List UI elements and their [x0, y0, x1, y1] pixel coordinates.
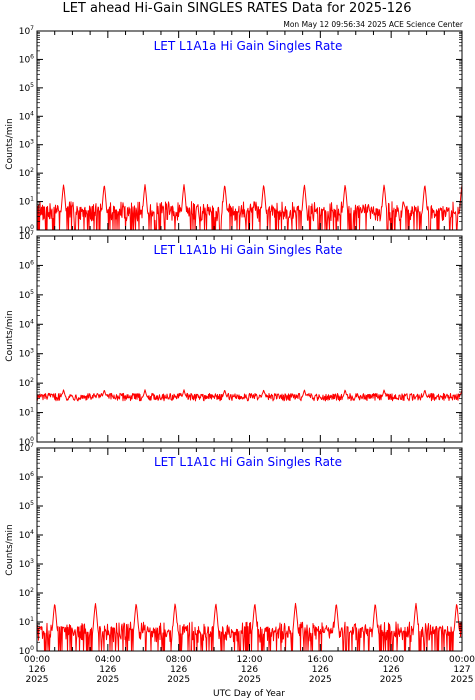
x-tick-label-year: 2025 [26, 675, 49, 685]
panel-a-yticks: 100 101 102 103 104 105 106 107 [19, 25, 462, 236]
y-tick-label: 104 [19, 110, 34, 122]
panel-b: Counts/min LET L1A1b Hi Gain Singles Rat… [5, 230, 463, 448]
x-tick-label-time: 00:00 [24, 655, 50, 665]
page-title: LET ahead Hi-Gain SINGLES RATES Data for… [62, 1, 411, 16]
panel-c-series [36, 602, 463, 652]
x-tick-label-year: 2025 [96, 675, 119, 685]
y-tick-label: 107 [19, 442, 34, 454]
panel-c-yticks: 100 101 102 103 104 105 106 107 [19, 442, 462, 657]
y-tick-label: 100 [19, 224, 34, 236]
panel-c: Counts/min LET L1A1c Hi Gain Singles Rat… [5, 442, 475, 685]
x-tick-label-doy: 126 [241, 665, 258, 675]
x-tick-label-doy: 126 [312, 665, 329, 675]
x-tick-label-time: 04:00 [95, 655, 121, 665]
y-tick-label: 100 [19, 645, 34, 657]
panel-c-ylabel: Counts/min [5, 524, 15, 575]
y-tick-label: 106 [19, 259, 34, 271]
x-tick-label-doy: 126 [28, 665, 45, 675]
panel-a: Counts/min LET L1A1a Hi Gain Singles Rat… [5, 25, 463, 236]
y-tick-label: 107 [19, 25, 34, 37]
y-tick-label: 100 [19, 436, 34, 448]
y-tick-label: 103 [19, 139, 34, 151]
y-tick-label: 107 [19, 230, 34, 242]
y-tick-label: 101 [19, 616, 34, 628]
x-tick-label-doy: 126 [99, 665, 116, 675]
y-tick-label: 103 [19, 348, 34, 360]
x-tick-label-time: 12:00 [237, 655, 263, 665]
panel-a-xticks [36, 31, 463, 230]
panel-b-frame [36, 235, 463, 443]
y-tick-label: 105 [19, 289, 34, 301]
x-tick-label-time: 00:00 [449, 655, 475, 665]
panel-b-series [36, 389, 463, 402]
y-tick-label: 104 [19, 318, 34, 330]
x-tick-label-doy: 126 [383, 665, 400, 675]
panel-a-title: LET L1A1a Hi Gain Singles Rate [154, 39, 343, 53]
series-line [36, 602, 463, 652]
x-tick-label-year: 2025 [167, 675, 190, 685]
panel-c-frame [36, 447, 463, 652]
timestamp: Mon May 12 09:56:34 2025 ACE Science Cen… [283, 20, 464, 29]
panel-a-frame [36, 30, 463, 231]
x-tick-label-year: 2025 [451, 675, 474, 685]
y-tick-label: 106 [19, 53, 34, 65]
y-tick-label: 102 [19, 377, 34, 389]
panel-c-title: LET L1A1c Hi Gain Singles Rate [154, 455, 342, 469]
y-tick-label: 102 [19, 587, 34, 599]
x-tick-label-time: 16:00 [307, 655, 333, 665]
x-tick-label-year: 2025 [380, 675, 403, 685]
x-tick-label-year: 2025 [238, 675, 261, 685]
x-tick-label-doy: 127 [453, 665, 470, 675]
y-tick-label: 101 [19, 407, 34, 419]
x-tick-label-year: 2025 [309, 675, 332, 685]
x-tick-label-doy: 126 [170, 665, 187, 675]
x-tick-label-time: 20:00 [378, 655, 404, 665]
panel-c-xlabels: 00:00126202504:00126202508:00126202512:0… [24, 655, 475, 685]
y-tick-label: 102 [19, 167, 34, 179]
y-tick-label: 101 [19, 196, 34, 208]
series-line [36, 389, 463, 402]
y-tick-label: 105 [19, 82, 34, 94]
y-tick-label: 106 [19, 471, 34, 483]
panel-a-ylabel: Counts/min [5, 118, 15, 169]
x-axis-label: UTC Day of Year [213, 689, 285, 699]
y-tick-label: 104 [19, 529, 34, 541]
x-tick-label-time: 08:00 [166, 655, 192, 665]
panel-b-title: LET L1A1b Hi Gain Singles Rate [153, 243, 342, 257]
panel-b-ylabel: Counts/min [5, 310, 15, 361]
panel-c-xticks [36, 448, 463, 651]
panel-b-yticks: 100 101 102 103 104 105 106 107 [19, 230, 462, 448]
y-tick-label: 103 [19, 558, 34, 570]
panel-b-xticks [36, 236, 463, 442]
y-tick-label: 105 [19, 500, 34, 512]
